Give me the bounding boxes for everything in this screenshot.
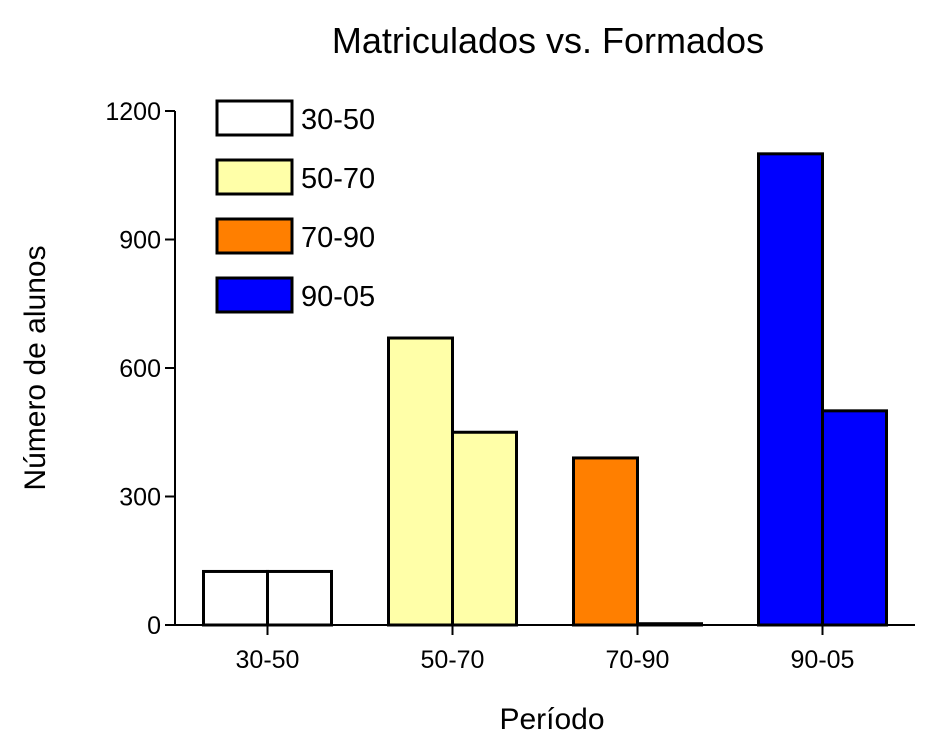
x-axis-title: Período — [499, 703, 604, 736]
y-tick-label: 1200 — [105, 98, 161, 126]
x-tick-label: 30-50 — [236, 646, 300, 674]
bar-50-70-1 — [387, 336, 454, 627]
legend-swatch — [215, 158, 294, 196]
bar-70-90-2 — [636, 622, 703, 627]
y-tick-label: 0 — [147, 612, 161, 640]
bars — [202, 152, 888, 627]
x-axis: 30-50 50-70 70-90 90-05 — [175, 624, 915, 674]
y-tick-label: 900 — [119, 227, 161, 255]
chart-title: Matriculados vs. Formados — [332, 20, 764, 61]
legend: 30-50 50-70 70-90 90-05 — [215, 99, 375, 314]
y-axis: 0 300 600 900 1200 — [105, 98, 176, 640]
x-tick-label: 50-70 — [421, 646, 485, 674]
legend-label: 90-05 — [301, 281, 375, 313]
y-tick-label: 300 — [119, 484, 161, 512]
bar-90-05-2 — [821, 409, 888, 627]
x-tick-label: 70-90 — [606, 646, 670, 674]
bar-30-50-1 — [202, 569, 269, 627]
x-tick-label: 90-05 — [791, 646, 855, 674]
legend-swatch — [215, 217, 294, 255]
legend-label: 30-50 — [301, 104, 375, 136]
bar-50-70-2 — [451, 430, 518, 627]
legend-swatch — [215, 99, 294, 137]
legend-swatch — [215, 276, 294, 314]
legend-label: 50-70 — [301, 163, 375, 195]
bar-90-05-1 — [757, 152, 824, 627]
legend-label: 70-90 — [301, 222, 375, 254]
y-axis-title: Número de alunos — [19, 245, 52, 490]
y-tick-label: 600 — [119, 355, 161, 383]
bar-70-90-1 — [572, 456, 639, 627]
bar-30-50-2 — [266, 569, 333, 627]
